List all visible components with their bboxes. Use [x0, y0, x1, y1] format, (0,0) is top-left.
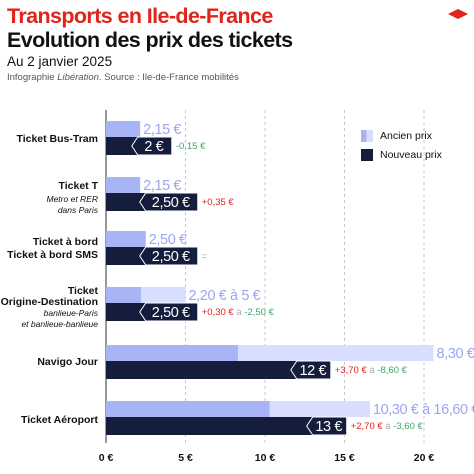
change-same: =	[202, 251, 208, 262]
bar-row	[106, 287, 199, 322]
category-label: Ticket à bord	[33, 236, 98, 248]
bar-row	[106, 345, 434, 380]
title-line-1: Transports en Ile-de-France	[7, 4, 273, 28]
category-label: Origine-Destination	[1, 296, 98, 308]
change-up: +2,70 €	[351, 421, 384, 432]
category-label: Navigo Jour	[37, 356, 98, 368]
bar-old	[106, 231, 146, 247]
new-price-label: 2 €	[144, 139, 163, 155]
category-label: Ticket	[68, 285, 99, 297]
legend: Ancien prix Nouveau prix	[361, 129, 442, 167]
liberation-logo-icon	[448, 9, 468, 19]
change-sep: à	[367, 365, 378, 376]
change-down: -2,50 €	[244, 307, 274, 318]
bar-new	[106, 417, 313, 435]
legend-swatch-old	[361, 130, 373, 142]
old-price-label: 2,15 €	[143, 178, 181, 194]
legend-swatch-new	[361, 149, 373, 161]
category-label: et banlieue-banlieue	[21, 319, 98, 329]
new-price-tag	[139, 192, 199, 212]
change-sep: à	[234, 307, 245, 318]
source-publication: Libération	[57, 72, 99, 83]
category-label: Ticket Aéroport	[21, 414, 99, 426]
change-up: +0,35 €	[202, 197, 235, 208]
category-label: banlieue-Paris	[44, 308, 99, 318]
source-prefix: Infographie	[7, 72, 58, 83]
grid-layer	[105, 110, 425, 443]
legend-label-new: Nouveau prix	[380, 149, 442, 161]
bar-row	[106, 177, 199, 212]
price-change-label: -0,15 €	[176, 141, 206, 152]
change-down: -0,15 €	[176, 141, 206, 152]
x-tick-label: 20 €	[414, 452, 435, 464]
category-label: Ticket à bord SMS	[7, 249, 98, 261]
new-price-label: 2,50 €	[152, 195, 190, 211]
old-price-label: 2,15 €	[143, 122, 181, 138]
bar-new	[106, 137, 138, 155]
legend-label-old: Ancien prix	[380, 130, 432, 142]
x-tick-label: 15 €	[334, 452, 355, 464]
new-price-tag	[131, 136, 173, 156]
price-change-label: =	[202, 251, 208, 262]
x-tick-label: 0 €	[99, 452, 114, 464]
category-label: Metro et RER	[47, 194, 99, 204]
price-change-label: +3,70 € à -8,60 €	[335, 365, 408, 376]
price-change-label: +0,30 € à -2,50 €	[202, 307, 275, 318]
change-sep: à	[383, 421, 394, 432]
change-up: +3,70 €	[335, 365, 368, 376]
bar-row	[106, 231, 199, 266]
title-line-2: Evolution des prix des tickets	[7, 28, 293, 52]
new-price-tag	[139, 302, 199, 322]
bar-old	[106, 345, 238, 361]
bar-row	[106, 401, 370, 436]
new-price-tag	[139, 246, 199, 266]
new-price-label: 13 €	[315, 419, 342, 435]
price-change-label: +2,70 € à -3,60 €	[351, 421, 424, 432]
bar-new	[106, 247, 146, 265]
source-suffix: . Source : Ile-de-France mobilités	[98, 72, 239, 83]
bar-new	[106, 193, 146, 211]
bar-old	[106, 401, 270, 417]
change-up: +0,30 €	[202, 307, 235, 318]
date-subtitle: Au 2 janvier 2025	[7, 54, 113, 69]
new-price-tag	[306, 416, 348, 436]
old-price-label: 2,20 € à 5 €	[189, 288, 261, 304]
new-price-label: 12 €	[299, 363, 326, 379]
bar-row	[106, 121, 173, 156]
old-price-label: 2,50 €	[149, 232, 187, 248]
new-price-label: 2,50 €	[152, 249, 190, 265]
bar-old-range	[269, 401, 370, 417]
bar-old-range	[140, 287, 186, 303]
change-down: -8,60 €	[377, 365, 407, 376]
new-price-tag	[290, 360, 332, 380]
x-tick-label: 5 €	[178, 452, 193, 464]
bar-old	[106, 287, 141, 303]
category-label: dans Paris	[58, 205, 99, 215]
category-label: Ticket T	[59, 180, 99, 192]
bar-new	[106, 361, 297, 379]
legend-item-new: Nouveau prix	[361, 148, 442, 162]
new-price-label: 2,50 €	[152, 305, 190, 321]
price-change-label: +0,35 €	[202, 197, 235, 208]
bar-old	[106, 177, 141, 193]
bar-old-range	[237, 345, 434, 361]
old-price-label: 8,30 € à 20,60 €	[437, 346, 474, 362]
source-credit: Infographie Libération. Source : Ile-de-…	[7, 72, 239, 83]
legend-item-old: Ancien prix	[361, 129, 442, 143]
category-label: Ticket Bus-Tram	[16, 133, 98, 145]
bar-old	[106, 121, 141, 137]
labels-layer: 0 €5 €10 €15 €20 €2,15 €2 € -0,15 €Ticket…	[1, 122, 474, 464]
old-price-label: 10,30 € à 16,60 €	[373, 402, 474, 418]
change-down: -3,60 €	[393, 421, 423, 432]
bars-layer	[106, 121, 434, 436]
bar-new	[106, 303, 146, 321]
x-tick-label: 10 €	[255, 452, 276, 464]
